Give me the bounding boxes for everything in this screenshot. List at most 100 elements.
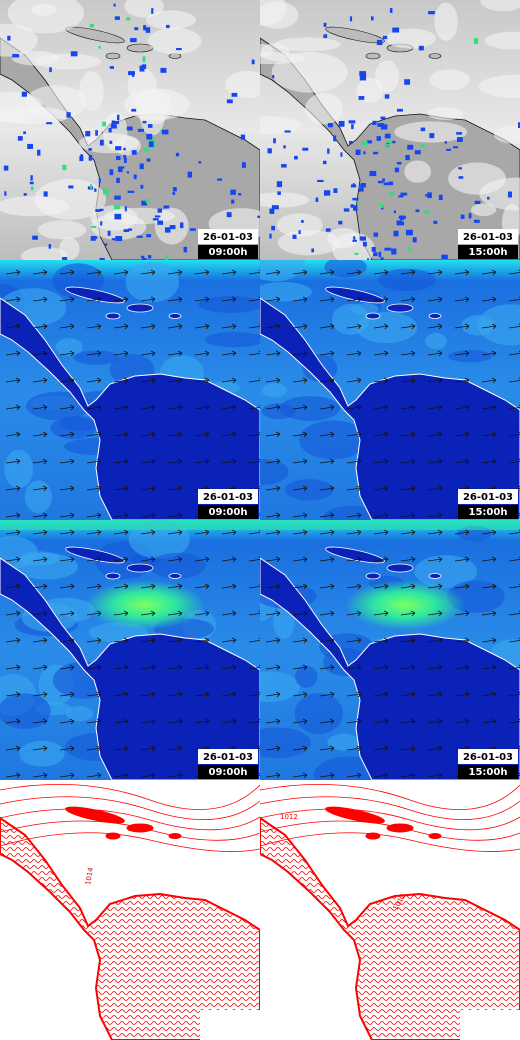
rain-cell	[99, 208, 104, 212]
rain-cell	[446, 148, 451, 151]
time-label: 09:00h	[209, 507, 248, 518]
time-box	[198, 505, 258, 519]
rain-cell	[396, 220, 403, 226]
cloud	[386, 28, 436, 49]
date-box	[458, 489, 518, 504]
cloud	[0, 23, 38, 57]
wind-arrows	[260, 260, 520, 520]
rain-cell	[366, 140, 373, 144]
rain-cell	[113, 120, 120, 125]
rain-cell	[338, 220, 343, 225]
rain-cell	[271, 205, 279, 210]
rain-cell	[376, 136, 381, 141]
rain-cell	[127, 190, 135, 193]
map-panel: 26-01-03 15:00h	[260, 0, 520, 260]
date-label: 26-01-03	[203, 492, 253, 503]
map-panel: 26-01-03 09:00h	[0, 0, 260, 260]
rain-cell	[407, 247, 412, 251]
rain-cell	[433, 220, 438, 224]
cloud	[0, 196, 70, 217]
rain-cell	[428, 11, 435, 15]
rain-cell	[371, 16, 374, 21]
rain-cell	[405, 154, 410, 161]
rain-cell	[474, 200, 481, 205]
rain-cell	[356, 201, 359, 204]
rain-cell	[438, 194, 443, 200]
rain-cell	[384, 247, 392, 251]
map-content	[260, 0, 520, 260]
rain-cell	[441, 254, 448, 260]
rain-cell	[157, 220, 164, 225]
rain-cell	[134, 27, 139, 31]
rain-cell	[110, 124, 117, 129]
rain-cell	[133, 174, 137, 180]
rain-cell	[128, 71, 135, 76]
rain-cell	[100, 221, 103, 226]
rain-cell	[123, 229, 130, 233]
rain-cell	[238, 193, 242, 196]
rain-cell	[352, 197, 359, 201]
date-label: 26-01-03	[463, 232, 513, 243]
rain-cell	[361, 183, 366, 188]
map-panel: 1014	[0, 780, 260, 1040]
isobar	[260, 783, 520, 810]
time-box	[198, 765, 258, 779]
rain-cell	[37, 149, 41, 156]
rain-cell	[325, 228, 331, 232]
rain-cell	[98, 45, 101, 49]
rain-cell	[231, 92, 238, 97]
rain-cell	[473, 38, 479, 44]
rain-cell	[116, 155, 121, 161]
rain-cell	[198, 161, 202, 164]
rain-cell	[183, 246, 188, 253]
rain-cell	[363, 241, 367, 247]
rain-cell	[146, 234, 152, 238]
rain-cell	[113, 3, 116, 7]
cloud	[37, 220, 87, 240]
rain-cell	[226, 99, 233, 104]
rain-cell	[145, 198, 150, 203]
cloud	[493, 125, 520, 144]
rain-cell	[70, 51, 78, 57]
rain-cell	[333, 188, 338, 193]
rain-cell	[240, 134, 246, 140]
date-box	[458, 229, 518, 244]
rain-cell	[143, 25, 147, 31]
rain-cell	[114, 213, 122, 220]
rain-cell	[114, 195, 121, 200]
rain-cell	[102, 121, 106, 127]
rain-cell	[348, 140, 353, 144]
isobar	[260, 820, 520, 841]
rain-cell	[323, 22, 327, 27]
rain-cell	[398, 215, 406, 219]
rain-cell	[361, 141, 368, 146]
rain-cell	[267, 148, 272, 154]
map-content	[0, 520, 260, 780]
rain-cell	[418, 45, 424, 51]
rain-cell	[189, 228, 196, 231]
blank	[460, 1010, 520, 1040]
rain-cell	[109, 66, 114, 69]
cloud	[429, 69, 470, 91]
rain-cell	[126, 17, 131, 21]
rain-cell	[327, 148, 330, 154]
rain-cell	[114, 205, 121, 210]
rain-cell	[404, 79, 411, 85]
rain-cell	[148, 141, 154, 148]
rain-cell	[154, 215, 161, 218]
rain-cell	[146, 133, 153, 140]
cloud	[273, 37, 341, 52]
rain-cell	[153, 143, 156, 148]
rain-cell	[141, 200, 148, 206]
rain-cell	[380, 116, 386, 120]
rain-cell	[114, 16, 120, 20]
rain-cell	[359, 75, 367, 81]
date-box	[198, 489, 258, 504]
rain-cell	[273, 138, 276, 144]
rain-cell	[456, 137, 463, 142]
rain-cell	[123, 154, 127, 159]
rain-cell	[518, 122, 520, 129]
time-box	[198, 245, 258, 259]
rain-cell	[21, 91, 27, 97]
rain-cell	[115, 146, 122, 151]
